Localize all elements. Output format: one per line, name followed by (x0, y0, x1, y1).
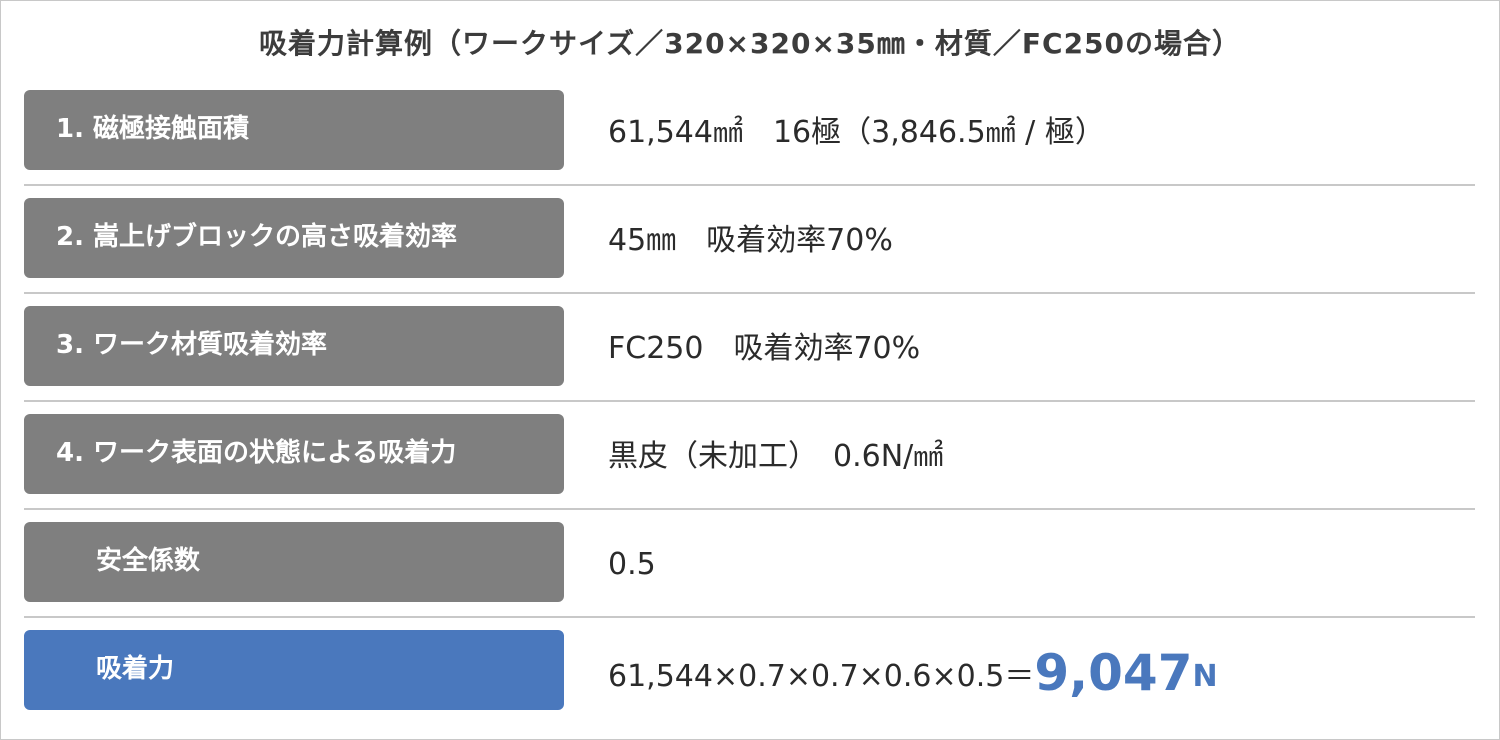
row-label: 2. 嵩上げブロックの高さ吸着効率 (24, 198, 564, 278)
row-separator (24, 400, 1475, 402)
row-value: 黒皮（未加工） 0.6N/㎟ (608, 439, 944, 474)
row-surface-condition: 4. ワーク表面の状態による吸着力 黒皮（未加工） 0.6N/㎟ (24, 414, 1475, 494)
row-value: 45㎜ 吸着効率70% (608, 223, 893, 258)
row-separator (24, 616, 1475, 618)
row-holding-force-result: 吸着力 61,544×0.7×0.7×0.6×0.5＝9,047N (24, 630, 1475, 710)
result-value: 61,544×0.7×0.7×0.6×0.5＝9,047N (608, 630, 1218, 710)
page-title: 吸着力計算例（ワークサイズ／320×320×35㎜・材質／FC250の場合） (258, 27, 1242, 60)
row-magnetic-contact-area: 1. 磁極接触面積 61,544㎟ 16極（3,846.5㎟ / 極） (24, 90, 1475, 170)
row-label: 安全係数 (24, 522, 564, 602)
row-material-efficiency: 3. ワーク材質吸着効率 FC250 吸着効率70% (24, 306, 1475, 386)
row-separator (24, 508, 1475, 510)
row-label: 4. ワーク表面の状態による吸着力 (24, 414, 564, 494)
row-label: 3. ワーク材質吸着効率 (24, 306, 564, 386)
row-value: 61,544㎟ 16極（3,846.5㎟ / 極） (608, 115, 1105, 150)
row-separator (24, 292, 1475, 294)
result-formula: 61,544×0.7×0.7×0.6×0.5＝ (608, 659, 1035, 694)
row-safety-factor: 安全係数 0.5 (24, 522, 1475, 602)
row-block-height-efficiency: 2. 嵩上げブロックの高さ吸着効率 45㎜ 吸着効率70% (24, 198, 1475, 278)
result-label: 吸着力 (24, 630, 564, 710)
row-separator (24, 184, 1475, 186)
row-label: 1. 磁極接触面積 (24, 90, 564, 170)
result-answer: 9,047 (1034, 644, 1193, 702)
result-unit: N (1192, 659, 1218, 694)
row-value: 0.5 (608, 547, 656, 582)
row-value: FC250 吸着効率70% (608, 331, 921, 366)
